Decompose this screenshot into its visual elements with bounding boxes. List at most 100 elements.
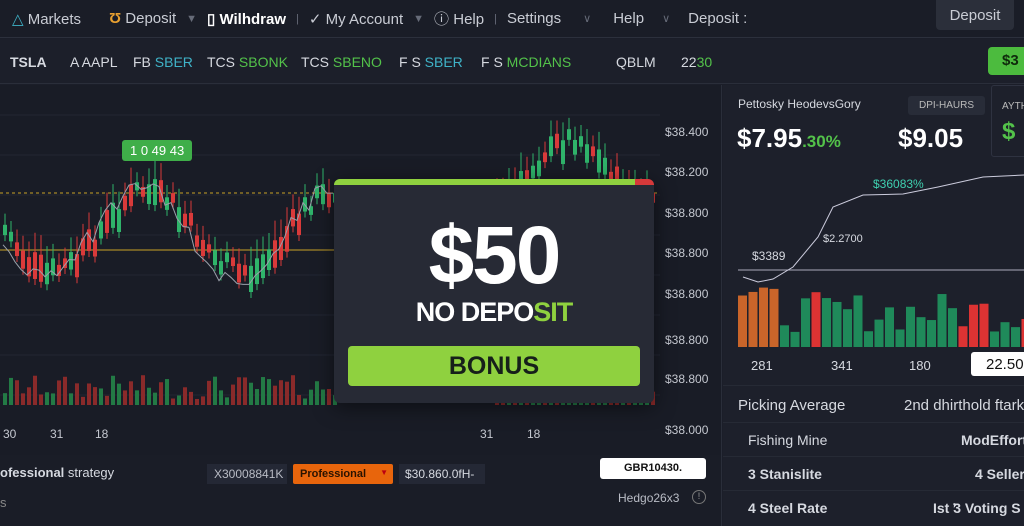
value-box[interactable]: 22.50 <box>971 352 1024 376</box>
volume-bar <box>87 383 91 405</box>
ticker-item[interactable]: F S SBER <box>399 54 463 70</box>
candle <box>615 166 619 182</box>
volume-chart <box>738 174 1024 347</box>
ticker-item[interactable]: QBLM <box>616 54 656 70</box>
candle <box>609 171 613 185</box>
candle <box>603 157 607 175</box>
candle <box>81 238 85 256</box>
nav-withdraw[interactable]: ▯ Wilhdraw <box>207 10 286 28</box>
volume-bar <box>309 389 313 405</box>
date-label: 18 <box>527 427 541 441</box>
volume-bar <box>937 294 947 347</box>
candle <box>27 257 31 277</box>
volume-bar <box>969 304 978 347</box>
volume-bar <box>63 376 67 405</box>
info-icon[interactable]: ! <box>692 490 706 504</box>
nav-markets[interactable]: △ Markets <box>12 10 82 28</box>
promo-subtitle: NO DEPOSIT <box>415 297 574 327</box>
candle <box>147 184 151 205</box>
nav-my-account[interactable]: ✓ My Account <box>308 10 404 28</box>
volume-bar <box>990 331 999 347</box>
volume-bar <box>874 319 884 347</box>
volume-bar <box>291 375 295 405</box>
ticker-item[interactable]: F S MCDIANS <box>481 54 572 70</box>
candle <box>243 265 247 276</box>
stat-row: Fishing Mine ModEffort <box>723 422 1024 456</box>
volume-bar <box>811 292 821 347</box>
ticker-item[interactable]: 2230 <box>681 54 713 70</box>
volume-bar <box>51 393 55 405</box>
volume-bar <box>231 384 235 405</box>
volume-bar <box>105 395 109 405</box>
volume-bar <box>213 376 217 405</box>
volume-bar <box>832 301 842 347</box>
trade-button[interactable]: $3 <box>988 47 1024 75</box>
code-field[interactable]: X30008841K <box>207 464 287 484</box>
timeframe-badge[interactable]: DPI-HAURS <box>908 96 985 115</box>
candle <box>69 252 73 270</box>
candle <box>15 242 19 257</box>
candle <box>123 195 127 211</box>
candle <box>165 197 169 210</box>
date-label: 31 <box>50 427 64 441</box>
volume-bar <box>207 380 211 405</box>
candle <box>219 261 223 275</box>
volume-bar <box>927 320 936 347</box>
volume-bar <box>748 291 758 347</box>
triangle-icon: △ <box>12 10 24 28</box>
candle <box>327 192 331 208</box>
candle <box>153 179 157 206</box>
ticker-item[interactable]: FB SBER <box>133 54 193 70</box>
volume-bar <box>759 287 768 347</box>
nav-help[interactable]: ⓘ Help <box>434 11 485 28</box>
deposit-button[interactable]: Deposit <box>936 0 1014 30</box>
ticker-item[interactable]: TCS SBONK <box>207 54 288 70</box>
volume-bar <box>99 388 103 405</box>
mode-select[interactable]: Professional ▼ <box>293 464 393 484</box>
ticker-item[interactable]: A AAPL <box>70 54 118 70</box>
price-primary: $7.95.30% <box>737 123 841 153</box>
volume-bar <box>853 295 863 347</box>
nav-help-2[interactable]: Help <box>613 10 645 27</box>
volume-bar <box>255 389 259 405</box>
volume-bar <box>189 391 193 405</box>
nav-settings[interactable]: Settings <box>506 10 562 27</box>
volume-bar <box>769 288 779 347</box>
candle <box>141 186 145 197</box>
candle <box>57 264 61 276</box>
candle <box>309 206 313 215</box>
candle <box>129 184 133 207</box>
promo-amount: $50 <box>428 210 562 301</box>
candle <box>597 149 601 173</box>
chevron-down-icon: ▼ <box>380 468 388 477</box>
date-label: 18 <box>95 427 109 441</box>
nav-deposit[interactable]: Ʊ Deposit <box>109 10 177 27</box>
volume-bar <box>895 329 905 347</box>
candle <box>273 240 277 268</box>
nav-deposit-2[interactable]: Deposit : <box>688 10 748 27</box>
price-field[interactable]: $30.860.0fH- <box>399 464 485 484</box>
volume-bar <box>958 326 968 347</box>
price-tag: 1 0 49 43 <box>122 140 193 161</box>
ticker-item[interactable]: TSLA <box>10 54 47 70</box>
magnet-icon: Ʊ <box>109 10 122 27</box>
top-nav: △ Markets Ʊ Deposit ▼ ▯ Wilhdraw | ✓ My … <box>0 0 1024 38</box>
volume-bar <box>1011 327 1020 347</box>
candle <box>279 236 283 260</box>
stat-row: Picking Average 2nd dhirthold ftark c <box>723 385 1024 422</box>
volume-bar <box>75 383 79 405</box>
order-panel: ofessional strategy s X30008841K Profess… <box>0 455 722 526</box>
volume-bar <box>135 390 139 405</box>
bonus-button[interactable]: BONUS <box>348 346 640 386</box>
volume-bar <box>285 381 289 405</box>
candle <box>579 136 583 147</box>
candle <box>261 254 265 279</box>
volume-bar <box>321 389 325 405</box>
value-field[interactable]: GBR10430. <box>600 458 706 479</box>
candle <box>573 139 577 155</box>
volume-bar <box>219 390 223 405</box>
candle <box>543 152 547 163</box>
ticker-item[interactable]: TCS SBENO <box>301 54 382 70</box>
volume-bar <box>93 387 97 405</box>
